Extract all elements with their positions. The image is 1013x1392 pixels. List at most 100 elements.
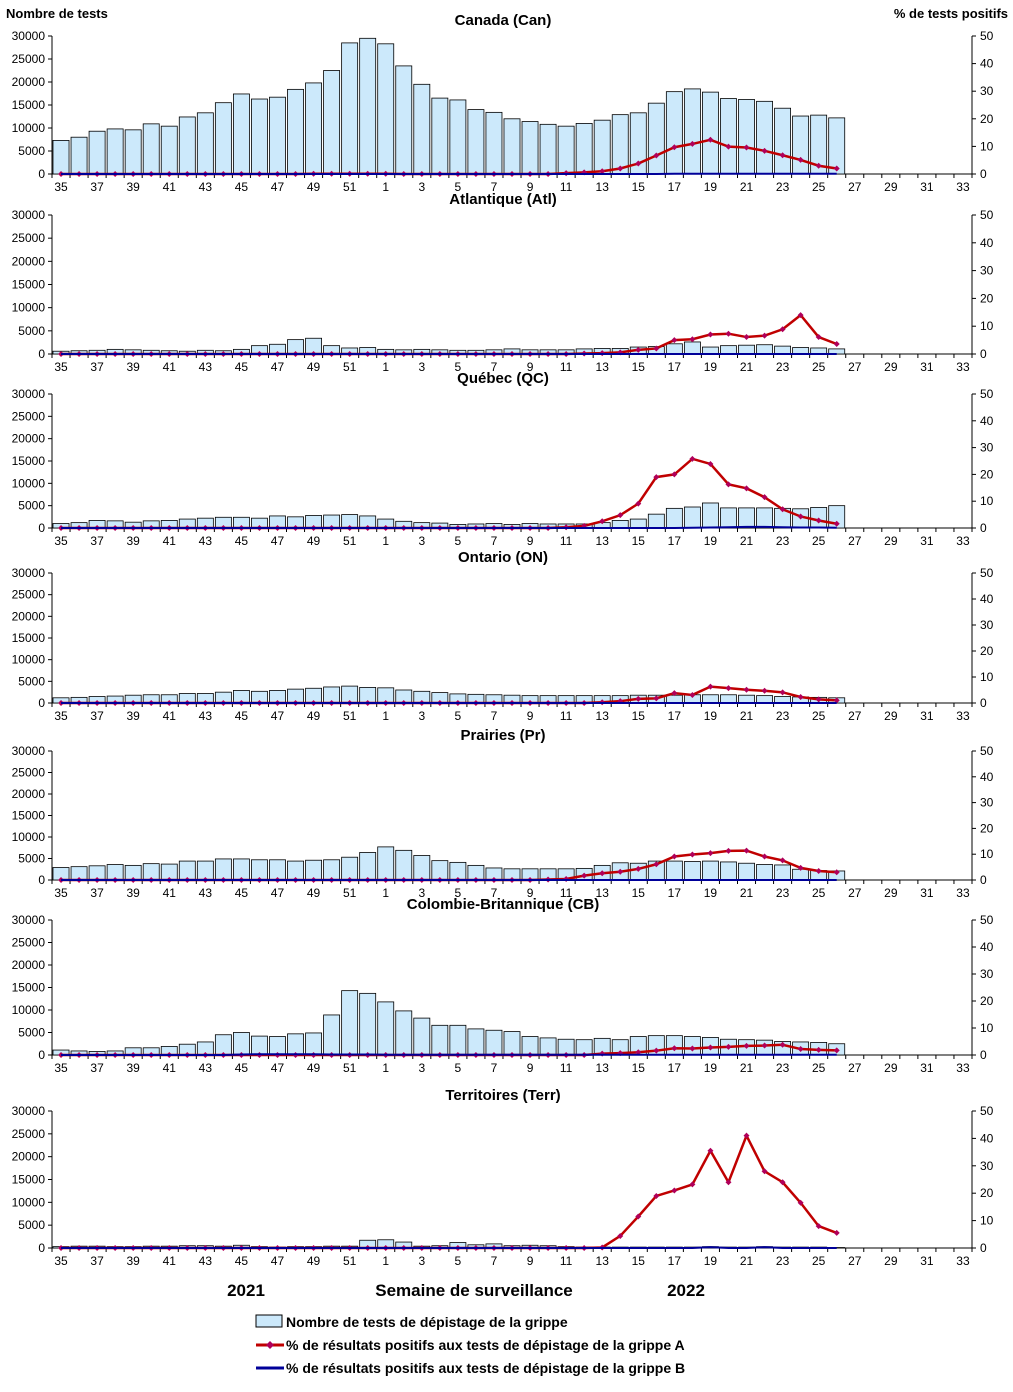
y-tick-label-left: 30000 bbox=[12, 566, 46, 580]
flu-a-point bbox=[689, 851, 696, 858]
flu-a-point bbox=[815, 1046, 822, 1053]
y-tick-label-right: 30 bbox=[980, 618, 994, 632]
chart-panel-3: Québec (QC) 0 5000 10000 15000 20000 25000 3000… bbox=[12, 370, 994, 548]
bar bbox=[557, 125, 575, 175]
flu-a-point bbox=[725, 330, 732, 337]
y-tick-label-left: 30000 bbox=[12, 29, 46, 43]
y-tick-label-right: 40 bbox=[980, 592, 994, 606]
y-tick-label-right: 20 bbox=[980, 994, 994, 1008]
x-tick-label: 43 bbox=[199, 534, 213, 548]
x-tick-label: 23 bbox=[776, 360, 790, 374]
bar bbox=[70, 136, 88, 175]
flu-a-point bbox=[653, 152, 660, 159]
flu-a-point bbox=[761, 1168, 768, 1175]
bar bbox=[611, 114, 629, 175]
legend-bar-swatch bbox=[255, 1314, 283, 1328]
x-tick-label: 1 bbox=[382, 180, 389, 194]
y-tick-label-left: 20000 bbox=[12, 432, 46, 446]
chart-panel-7: Territoires (Terr) 0 5000 10000 15000 20000 25… bbox=[12, 1087, 994, 1268]
y-tick-label-left: 0 bbox=[38, 167, 45, 181]
flu-a-point bbox=[779, 326, 786, 333]
x-tick-label: 5 bbox=[455, 709, 462, 723]
x-tick-label: 11 bbox=[560, 1254, 573, 1268]
x-tick-label: 11 bbox=[560, 886, 573, 900]
x-tick-label: 15 bbox=[632, 709, 646, 723]
y-tick-label-right: 10 bbox=[980, 1214, 994, 1228]
x-tick-label: 1 bbox=[382, 534, 389, 548]
y-tick-label-left: 25000 bbox=[12, 588, 46, 602]
flu-a-point bbox=[635, 865, 642, 872]
x-tick-label: 17 bbox=[668, 534, 682, 548]
flu-a-point bbox=[797, 864, 804, 871]
bar bbox=[52, 140, 70, 175]
x-tick-label: 45 bbox=[235, 1254, 249, 1268]
legend-bars-label: Nombre de tests de dépistage de la gripp… bbox=[286, 1314, 568, 1330]
flu-a-point bbox=[797, 1199, 804, 1206]
y-tick-label-right: 40 bbox=[980, 414, 994, 428]
y-tick-label-left: 20000 bbox=[12, 609, 46, 623]
x-tick-label: 11 bbox=[560, 360, 573, 374]
flu-a-point bbox=[671, 337, 678, 344]
x-tick-label: 19 bbox=[704, 1254, 718, 1268]
x-tick-label: 25 bbox=[812, 709, 826, 723]
flu-a-point bbox=[689, 455, 696, 462]
x-tick-label: 27 bbox=[848, 1254, 862, 1268]
bar bbox=[756, 864, 773, 881]
flu-a-point bbox=[797, 156, 804, 163]
bar bbox=[503, 1031, 521, 1056]
x-tick-label: 15 bbox=[632, 180, 646, 194]
bar bbox=[196, 112, 214, 175]
x-tick-label: 33 bbox=[956, 1254, 970, 1268]
bar bbox=[214, 858, 232, 881]
flu-a-point bbox=[671, 1045, 678, 1052]
bar bbox=[485, 1029, 503, 1056]
x-tick-label: 1 bbox=[382, 886, 389, 900]
flu-b-line bbox=[61, 525, 837, 529]
x-tick-label: 33 bbox=[956, 709, 970, 723]
flu-a-point bbox=[617, 868, 624, 875]
x-tick-label: 45 bbox=[235, 709, 249, 723]
bar bbox=[774, 864, 792, 881]
chart-panel-1: Canada (Can)0500010000150002000025000300… bbox=[12, 12, 994, 194]
x-tick-label: 17 bbox=[668, 1254, 682, 1268]
y-tick-label-left: 20000 bbox=[12, 1150, 46, 1164]
flu-a-point bbox=[671, 1187, 678, 1194]
x-tick-label: 9 bbox=[527, 886, 534, 900]
bar bbox=[395, 849, 413, 881]
x-tick-label: 35 bbox=[54, 534, 68, 548]
bar bbox=[251, 98, 268, 175]
legend-flu-a-label: % de résultats positifs aux tests de dép… bbox=[286, 1337, 685, 1353]
right-axis-title: % de tests positifs bbox=[894, 6, 1008, 21]
y-tick-label-right: 10 bbox=[980, 1021, 994, 1035]
x-tick-label: 27 bbox=[848, 180, 862, 194]
y-tick-label-right: 40 bbox=[980, 57, 994, 71]
y-tick-label-left: 20000 bbox=[12, 75, 46, 89]
bar bbox=[160, 125, 178, 175]
left-axis-title: Nombre de tests bbox=[6, 6, 108, 21]
bar bbox=[377, 846, 395, 881]
x-tick-label: 33 bbox=[956, 1061, 970, 1075]
flu-a-point bbox=[635, 346, 642, 353]
bar bbox=[683, 341, 701, 355]
bar bbox=[251, 859, 268, 881]
flu-b-line bbox=[61, 1246, 837, 1249]
x-tick-label: 21 bbox=[740, 886, 754, 900]
x-tick-label: 15 bbox=[632, 886, 646, 900]
x-tick-label: 45 bbox=[235, 180, 249, 194]
y-tick-label-right: 10 bbox=[980, 139, 994, 153]
y-tick-label-left: 20000 bbox=[12, 787, 46, 801]
y-tick-label-left: 30000 bbox=[12, 387, 46, 401]
flu-a-point bbox=[671, 471, 678, 478]
flu-a-point bbox=[815, 334, 822, 341]
bar bbox=[449, 1024, 467, 1056]
x-tick-label: 47 bbox=[271, 1254, 285, 1268]
flu-a-point bbox=[779, 689, 786, 696]
flu-a-point bbox=[653, 695, 660, 702]
x-tick-label: 9 bbox=[527, 1254, 534, 1268]
bar bbox=[665, 343, 683, 355]
x-tick-label: 11 bbox=[560, 1061, 573, 1075]
flu-a-point bbox=[779, 506, 786, 513]
flu-a-point bbox=[707, 331, 714, 338]
bar bbox=[341, 856, 359, 881]
